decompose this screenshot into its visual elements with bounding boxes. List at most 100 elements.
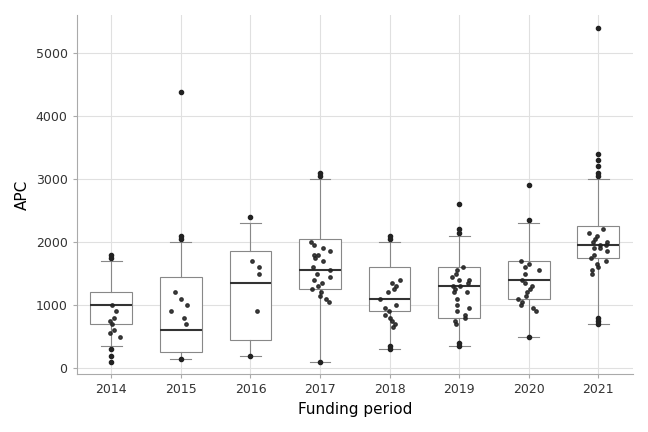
Point [181,302,192,308]
Point [462,289,472,296]
Point [519,270,529,277]
Point [253,270,264,277]
Point [315,292,325,299]
Point [325,273,336,280]
Point [308,264,318,271]
Point [387,318,397,324]
Point [181,321,191,327]
Point [309,251,319,258]
Point [318,245,328,252]
Point [309,276,319,283]
Point [253,264,264,271]
Point [452,295,462,302]
Point [389,286,399,293]
Point [247,257,257,264]
Point [107,302,117,308]
Point [380,305,390,311]
Point [592,260,602,267]
Point [602,238,612,245]
Point [324,299,334,305]
PathPatch shape [369,267,410,311]
Point [316,289,326,296]
Point [522,289,532,296]
Point [318,257,329,264]
Point [312,270,322,277]
Point [525,286,535,293]
Point [601,248,612,255]
Point [452,308,463,315]
Point [463,280,473,286]
Point [320,295,330,302]
Point [520,280,530,286]
Point [107,321,117,327]
Point [459,314,470,321]
Point [452,267,462,274]
Point [385,314,395,321]
Point [451,270,461,277]
Point [325,248,336,255]
Point [595,245,605,252]
Point [108,314,119,321]
Point [516,257,526,264]
Point [516,302,526,308]
Point [176,295,186,302]
Point [601,257,611,264]
Point [513,295,524,302]
Point [451,321,461,327]
Point [524,260,534,267]
Point [516,299,527,305]
Point [111,308,121,315]
Point [166,308,176,315]
Point [178,314,189,321]
Point [390,321,400,327]
Point [517,276,527,283]
Point [597,226,608,233]
Point [170,289,180,296]
Point [601,241,611,248]
Point [375,295,386,302]
Point [449,289,459,296]
Point [307,286,318,293]
Point [105,330,115,337]
Y-axis label: APC: APC [15,180,30,210]
Point [390,302,400,308]
Point [382,289,393,296]
PathPatch shape [229,251,272,340]
Point [595,241,605,248]
Point [452,302,462,308]
Point [309,254,319,261]
Point [465,305,475,311]
Point [455,283,465,289]
Point [586,254,596,261]
Point [586,267,597,274]
Point [313,283,323,289]
PathPatch shape [91,292,132,324]
PathPatch shape [508,261,550,299]
Point [325,267,335,274]
Point [527,305,538,311]
Point [110,327,120,334]
Point [520,264,531,271]
Point [459,311,470,318]
Point [448,283,459,289]
X-axis label: Funding period: Funding period [297,402,412,417]
Point [252,308,262,315]
Point [586,270,597,277]
Point [531,308,542,315]
Point [388,324,399,330]
Point [384,308,394,315]
Point [527,283,537,289]
Point [308,241,319,248]
Point [450,286,461,293]
Point [312,251,323,258]
Point [588,238,599,245]
Point [395,276,405,283]
Point [593,264,603,271]
Point [457,264,468,271]
Point [534,267,544,274]
PathPatch shape [160,276,202,353]
PathPatch shape [438,267,480,318]
Point [592,232,603,239]
Point [380,311,391,318]
Point [521,292,531,299]
